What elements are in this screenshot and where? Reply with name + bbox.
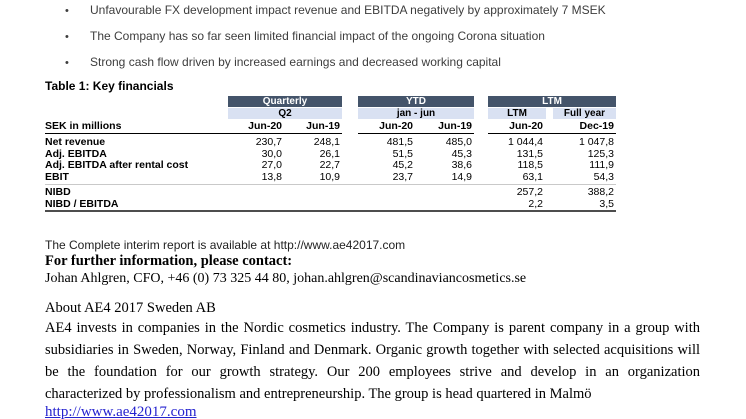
cell-value: 257,2 bbox=[516, 186, 543, 198]
group-header-ltm: LTM bbox=[488, 96, 616, 107]
cell-value: 27,0 bbox=[261, 159, 282, 171]
cell-value: 14,9 bbox=[451, 170, 472, 183]
cell-value: 118,5 bbox=[517, 159, 544, 171]
table-row: NIBD / EBITDA 2,2 3,5 bbox=[45, 197, 616, 211]
key-financials-table: Quarterly YTD LTM Q2 jan - jun LTM Full … bbox=[45, 96, 616, 214]
cell-value: 125,3 bbox=[587, 147, 614, 160]
bullet-icon: • bbox=[65, 57, 69, 69]
bullet-item: • Strong cash flow driven by increased ea… bbox=[65, 55, 725, 70]
cell-value: 1 047,8 bbox=[578, 136, 614, 148]
cell-value: 63,1 bbox=[522, 170, 543, 183]
sub-header-jan-jun: jan - jun bbox=[358, 108, 474, 119]
section-divider bbox=[45, 184, 616, 185]
row-label: Adj. EBITDA bbox=[45, 147, 107, 160]
contact-heading: For further information, please contact: bbox=[45, 253, 293, 269]
header-rule bbox=[488, 133, 616, 134]
table-title: Table 1: Key financials bbox=[45, 79, 174, 93]
bullet-text: The Company has so far seen limited fina… bbox=[90, 29, 545, 43]
bullet-icon: • bbox=[65, 31, 69, 43]
sub-header-ltm: LTM bbox=[488, 108, 546, 119]
column-header: Jun-20 bbox=[248, 120, 282, 132]
cell-value: 45,3 bbox=[451, 147, 472, 160]
cell-value: 26,1 bbox=[319, 147, 340, 160]
bullet-item: • The Company has so far seen limited fin… bbox=[65, 29, 725, 44]
report-availability-text: The Complete interim report is available… bbox=[45, 238, 406, 252]
row-label: Adj. EBITDA after rental cost bbox=[45, 159, 189, 171]
table-row: Adj. EBITDA after rental cost 27,0 22,7 … bbox=[45, 159, 616, 172]
cell-value: 23,7 bbox=[392, 170, 413, 183]
row-label: Net revenue bbox=[45, 136, 106, 148]
header-rule bbox=[358, 133, 474, 134]
group-header-quarterly: Quarterly bbox=[228, 96, 342, 107]
cell-value: 51,5 bbox=[392, 147, 413, 160]
cell-value: 111,9 bbox=[589, 159, 614, 171]
table-row: Net revenue 230,7 248,1 481,5 485,0 1 04… bbox=[45, 136, 616, 149]
bullet-text: Unfavourable FX development impact reven… bbox=[90, 3, 606, 17]
sub-header-full-year: Full year bbox=[553, 108, 616, 119]
about-heading: About AE4 2017 Sweden AB bbox=[45, 300, 216, 316]
cell-value: 30,0 bbox=[261, 147, 282, 160]
cell-value: 131,5 bbox=[516, 147, 543, 160]
cell-value: 230,7 bbox=[255, 136, 282, 148]
table-row: NIBD 257,2 388,2 bbox=[45, 186, 616, 199]
contact-person-text: Johan Ahlgren, CFO, +46 (0) 73 325 44 80… bbox=[45, 271, 527, 286]
group-header-ytd: YTD bbox=[358, 96, 474, 107]
bullet-item: • Unfavourable FX development impact reve… bbox=[65, 3, 725, 18]
cell-value: 481,5 bbox=[386, 136, 413, 148]
footer-website-link[interactable]: http://www.ae42017.com bbox=[45, 404, 197, 419]
table-row: Adj. EBITDA 30,0 26,1 51,5 45,3 131,5 12… bbox=[45, 147, 616, 161]
bullet-text: Strong cash flow driven by increased ear… bbox=[90, 55, 501, 69]
cell-value: 45,2 bbox=[392, 159, 413, 171]
about-body-text: AE4 invests in companies in the Nordic c… bbox=[45, 320, 700, 402]
cell-value: 22,7 bbox=[319, 159, 340, 171]
row-label: NIBD bbox=[45, 186, 71, 198]
cell-value: 1 044,4 bbox=[507, 136, 543, 148]
cell-value: 388,2 bbox=[587, 186, 614, 198]
column-header: Jun-20 bbox=[379, 120, 413, 132]
column-header-row: SEK in millions Jun-20 Jun-19 Jun-20 Jun… bbox=[45, 120, 616, 132]
header-rule bbox=[45, 133, 342, 134]
column-header: Jun-20 bbox=[509, 120, 543, 132]
column-header: Dec-19 bbox=[579, 120, 614, 132]
unit-label: SEK in millions bbox=[45, 120, 122, 132]
sub-header-q2: Q2 bbox=[228, 108, 342, 119]
cell-value: 10,9 bbox=[319, 170, 340, 183]
table-bottom-rule bbox=[45, 210, 616, 212]
cell-value: 54,3 bbox=[593, 170, 614, 183]
cell-value: 2,2 bbox=[528, 197, 543, 210]
column-header: Jun-19 bbox=[438, 120, 472, 132]
table-row: EBIT 13,8 10,9 23,7 14,9 63,1 54,3 bbox=[45, 170, 616, 184]
row-label: NIBD / EBITDA bbox=[45, 197, 119, 210]
cell-value: 485,0 bbox=[445, 136, 472, 148]
cell-value: 38,6 bbox=[451, 159, 472, 171]
cell-value: 3,5 bbox=[599, 197, 614, 210]
cell-value: 13,8 bbox=[261, 170, 282, 183]
column-header: Jun-19 bbox=[306, 120, 340, 132]
cell-value: 248,1 bbox=[313, 136, 340, 148]
bullet-icon: • bbox=[65, 5, 69, 17]
row-label: EBIT bbox=[45, 170, 69, 183]
